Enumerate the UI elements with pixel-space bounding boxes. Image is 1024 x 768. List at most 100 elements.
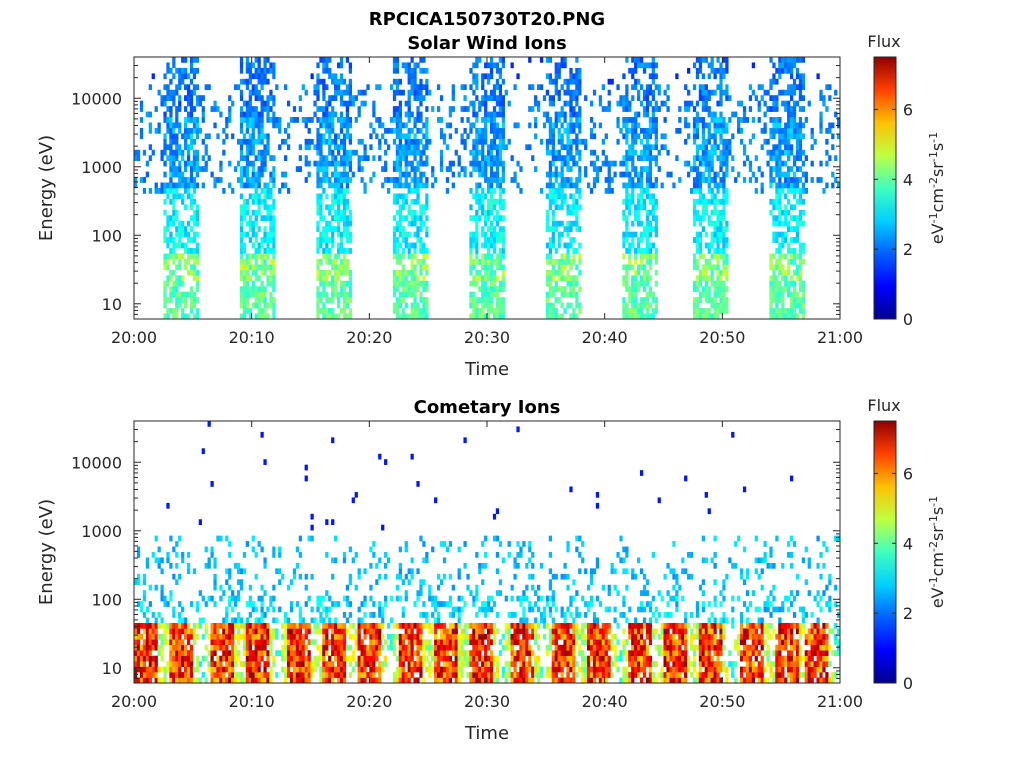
heatmap-cell <box>331 73 335 80</box>
heatmap-cell <box>263 67 267 74</box>
heatmap-cell <box>739 138 744 145</box>
heatmap-cell <box>545 275 550 282</box>
heatmap-cell <box>704 209 708 216</box>
heatmap-cell <box>698 171 703 178</box>
heatmap-cell <box>242 275 247 282</box>
heatmap-cell <box>416 62 420 69</box>
heatmap-cell <box>778 122 782 129</box>
heatmap-cell <box>425 89 429 96</box>
heatmap-cell <box>501 215 505 222</box>
heatmap-cell <box>487 160 491 167</box>
heatmap-cell <box>301 666 305 673</box>
heatmap-cell <box>157 622 161 629</box>
heatmap-cell <box>386 177 391 183</box>
heatmap-cell <box>604 133 608 140</box>
heatmap-cell <box>645 155 650 162</box>
heatmap-cell <box>554 117 558 123</box>
heatmap-cell <box>487 264 491 271</box>
heatmap-cell <box>563 100 567 107</box>
heatmap-cell <box>269 226 273 232</box>
heatmap-cell <box>260 237 264 243</box>
heatmap-cell <box>698 193 703 200</box>
heatmap-cell <box>254 617 258 624</box>
heatmap-cell <box>404 302 408 309</box>
heatmap-cell <box>575 149 579 156</box>
heatmap-cell <box>498 100 503 107</box>
heatmap-cell <box>425 297 429 303</box>
heatmap-cell <box>201 595 205 602</box>
heatmap-cell <box>357 639 361 646</box>
heatmap-cell <box>284 639 288 646</box>
heatmap-cell <box>175 297 179 303</box>
heatmap-cell <box>575 209 579 216</box>
heatmap-cell <box>136 579 141 586</box>
heatmap-cell <box>798 193 803 200</box>
heatmap-cell <box>172 313 176 320</box>
heatmap-cell <box>704 95 708 101</box>
heatmap-cell <box>351 655 355 662</box>
heatmap-cell <box>416 149 420 156</box>
heatmap-cell <box>169 622 173 629</box>
heatmap-cell <box>148 188 152 194</box>
heatmap-cell <box>304 644 308 651</box>
heatmap-cell <box>713 117 717 123</box>
heatmap-cell <box>331 127 335 134</box>
heatmap-cell <box>313 617 317 624</box>
heatmap-cell <box>637 286 641 293</box>
heatmap-cell <box>269 220 273 227</box>
heatmap-cell <box>413 280 417 287</box>
heatmap-cell <box>695 57 700 63</box>
heatmap-cell <box>184 666 188 673</box>
heatmap-cell <box>166 242 170 249</box>
heatmap-cell <box>707 215 711 222</box>
heatmap-cell <box>710 220 714 227</box>
heatmap-cell <box>484 291 488 298</box>
heatmap-cell <box>322 595 326 602</box>
heatmap-cell <box>242 568 247 575</box>
heatmap-cell <box>569 144 573 151</box>
heatmap-cell <box>492 89 497 96</box>
heatmap-cell <box>331 557 335 564</box>
heatmap-cell <box>710 302 714 309</box>
heatmap-cell <box>489 231 494 238</box>
heatmap-cell <box>742 144 747 151</box>
heatmap-cell <box>295 546 300 553</box>
heatmap-cell <box>325 622 329 629</box>
heatmap-cell <box>189 117 194 123</box>
heatmap-cell <box>787 291 791 298</box>
heatmap-cell <box>395 122 400 129</box>
heatmap-cell <box>545 280 550 287</box>
heatmap-cell <box>478 269 482 276</box>
heatmap-cell <box>725 297 729 303</box>
heatmap-cell <box>181 280 185 287</box>
heatmap-cell <box>336 622 341 629</box>
heatmap-cell <box>692 62 697 69</box>
heatmap-cell <box>716 198 720 205</box>
heatmap-cell <box>331 171 335 178</box>
heatmap-cell <box>495 127 500 134</box>
heatmap-cell <box>334 644 338 651</box>
heatmap-cell <box>384 149 388 156</box>
heatmap-cell <box>492 198 497 205</box>
heatmap-cell <box>325 100 329 107</box>
heatmap-cell <box>395 84 400 91</box>
heatmap-cell <box>263 628 267 635</box>
heatmap-cell <box>601 160 605 167</box>
heatmap-cell <box>378 138 382 145</box>
heatmap-cell <box>401 280 405 287</box>
heatmap-cell <box>787 258 791 265</box>
heatmap-cell <box>825 84 829 91</box>
heatmap-cell <box>236 595 241 602</box>
heatmap-cell <box>407 160 411 167</box>
heatmap-cell <box>204 655 208 662</box>
heatmap-cell <box>342 302 347 309</box>
heatmap-cell <box>566 100 570 107</box>
heatmap-cell <box>489 62 494 69</box>
heatmap-cell <box>769 117 773 123</box>
heatmap-cell <box>725 89 729 96</box>
heatmap-cell <box>392 193 397 200</box>
heatmap-cell <box>228 595 232 602</box>
heatmap-cell <box>236 655 241 662</box>
heatmap-cell <box>139 100 144 107</box>
heatmap-cell <box>154 639 158 646</box>
